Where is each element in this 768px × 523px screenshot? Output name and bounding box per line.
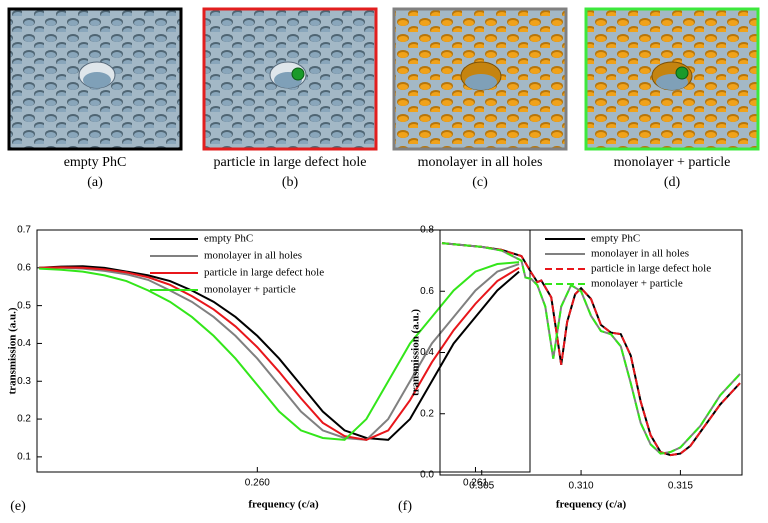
panel-caption: particle in large defect hole <box>214 155 367 170</box>
x-tick-label: 0.305 <box>469 481 494 492</box>
panel-label: (a) <box>87 175 103 190</box>
series-line <box>441 242 741 455</box>
legend-label: monolayer in all holes <box>204 250 302 262</box>
y-tick-label: 0.7 <box>17 225 31 236</box>
y-tick-label: 0.3 <box>17 376 31 387</box>
series-line <box>441 242 741 457</box>
plot-frame <box>36 229 531 473</box>
y-tick-label: 0.2 <box>17 414 31 425</box>
series-line <box>441 242 741 455</box>
legend-label: monolayer + particle <box>204 284 296 296</box>
series-line <box>39 261 520 441</box>
x-tick-label: 0.261 <box>463 478 488 489</box>
panel-caption: monolayer in all holes <box>418 155 543 170</box>
y-tick-label: 0.8 <box>420 225 434 236</box>
panel-d <box>584 7 760 151</box>
panel-caption: empty PhC <box>64 155 127 170</box>
legend-label: particle in large defect hole <box>591 263 711 275</box>
legend-label: monolayer in all holes <box>591 248 689 260</box>
y-tick-label: 0.0 <box>420 470 434 481</box>
x-axis-title: frequency (c/a) <box>248 499 319 511</box>
legend-label: monolayer + particle <box>591 278 683 290</box>
panel-b <box>202 7 378 151</box>
legend-label: empty PhC <box>591 233 640 245</box>
series-line <box>39 265 520 441</box>
y-axis-title: transmission (a.u.) <box>7 307 19 394</box>
x-tick-label: 0.310 <box>569 481 594 492</box>
x-axis-title: frequency (c/a) <box>556 499 627 511</box>
y-tick-label: 0.4 <box>420 347 434 358</box>
panel-label: (f) <box>398 499 412 514</box>
panel-label: (b) <box>282 175 299 190</box>
panel-a <box>7 7 183 151</box>
series-line <box>39 266 520 441</box>
legend-label: particle in large defect hole <box>204 267 324 279</box>
panel-label: (d) <box>664 175 681 190</box>
panel-label: (c) <box>472 175 488 190</box>
y-tick-label: 0.2 <box>420 408 434 419</box>
panel-caption: monolayer + particle <box>614 155 731 170</box>
series-line <box>441 242 741 457</box>
y-tick-label: 0.6 <box>420 286 434 297</box>
x-tick-label: 0.260 <box>245 478 270 489</box>
y-tick-label: 0.1 <box>17 452 31 463</box>
y-axis-title: transmission (a.u.) <box>410 309 422 396</box>
y-tick-label: 0.6 <box>17 262 31 273</box>
y-tick-label: 0.5 <box>17 300 31 311</box>
legend-label: empty PhC <box>204 233 253 245</box>
panel-c <box>392 7 568 151</box>
panel-label: (e) <box>10 499 26 514</box>
series-line <box>39 263 520 441</box>
x-tick-label: 0.315 <box>668 481 693 492</box>
y-tick-label: 0.4 <box>17 338 31 349</box>
